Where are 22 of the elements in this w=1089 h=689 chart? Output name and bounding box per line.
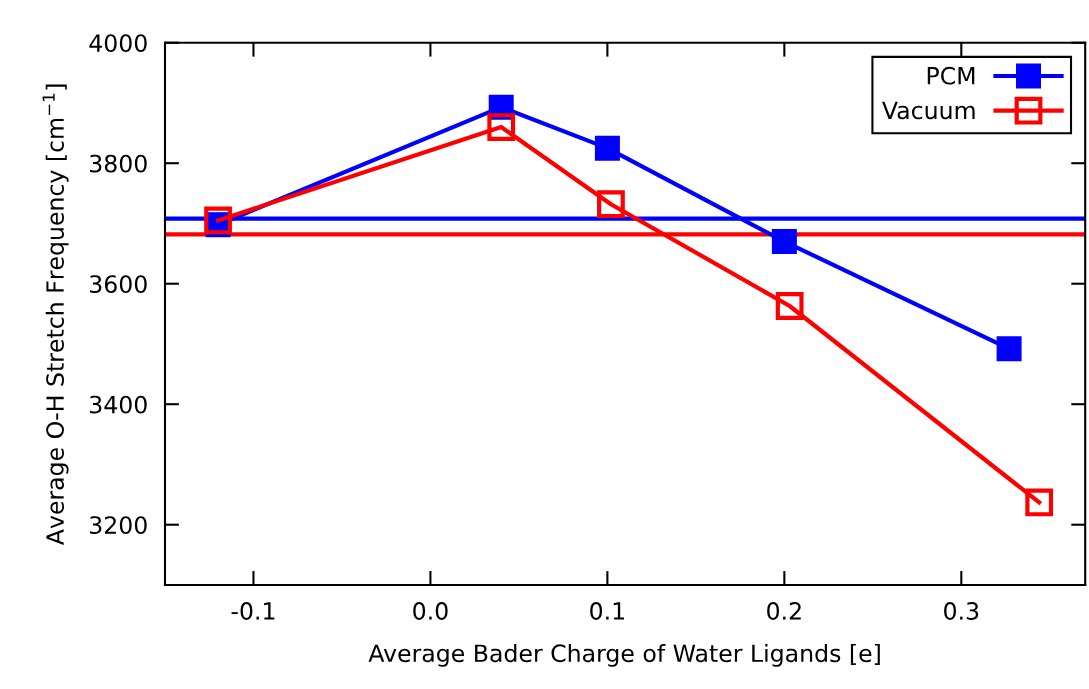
- point: [771, 229, 797, 255]
- point: [487, 113, 516, 141]
- x-tick-label: 0.1: [590, 602, 624, 620]
- y-axis-title: Average O-H Stretch Frequency [cm$^{−1}$]: [42, 84, 69, 546]
- x-tick-label: -0.1: [231, 602, 275, 620]
- y-tick-label: 3400: [90, 395, 147, 414]
- legend-label: Vacuum: [882, 101, 975, 120]
- point: [775, 292, 804, 320]
- point: [597, 190, 625, 219]
- point: [594, 135, 620, 161]
- x-tick-label: 0.3: [944, 602, 979, 620]
- y-tick-label: 3200: [90, 516, 147, 535]
- y-tick-label: 4000: [89, 34, 147, 53]
- x-axis-title: Average Bader Charge of Water Ligands [e]: [368, 643, 880, 667]
- point: [204, 206, 232, 235]
- point: [1025, 488, 1054, 517]
- x-tick-label: 0.0: [413, 602, 448, 620]
- y-tick-label: 3800: [90, 154, 147, 173]
- y-tick-label: 3600: [90, 275, 147, 294]
- legend-label: PCM: [927, 66, 975, 85]
- point: [996, 336, 1022, 362]
- x-tick-label: 0.2: [767, 602, 801, 620]
